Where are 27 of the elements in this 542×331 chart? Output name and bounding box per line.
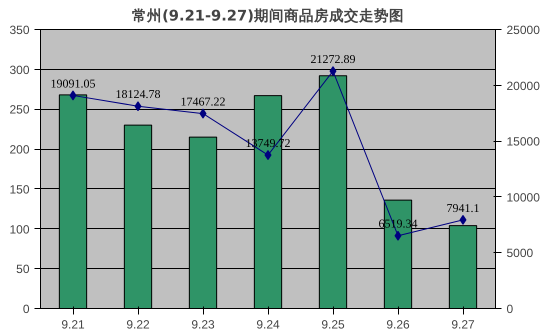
y-tick-label: 250 [9, 102, 30, 117]
y-tick-label: 100 [9, 222, 30, 236]
x-tick-label: 9.25 [321, 318, 346, 331]
y-tick-label: 300 [9, 62, 30, 77]
y-tick-label: 350 [9, 23, 30, 37]
y2-tick-label: 5000 [506, 246, 534, 260]
y2-tick-label: 15000 [506, 134, 540, 149]
data-label: 19091.05 [50, 76, 96, 90]
x-tick-label: 9.23 [191, 318, 216, 331]
data-label: 21272.89 [310, 52, 356, 66]
chart-title: 常州(9.21-9.27)期间商品房成交走势图 [132, 6, 404, 24]
x-tick-label: 9.26 [386, 318, 410, 331]
y-tick-label: 150 [9, 182, 30, 196]
data-label: 17467.22 [180, 94, 226, 109]
y-tick-label: 0 [22, 302, 30, 316]
x-tick-label: 9.22 [126, 318, 150, 331]
x-tick-label: 9.27 [451, 318, 476, 331]
x-tick-label: 9.21 [61, 318, 86, 331]
x-tick-label: 9.24 [256, 318, 280, 331]
y-tick-label: 200 [9, 142, 30, 157]
y-tick-label: 50 [16, 262, 30, 276]
data-label: 7941.1 [446, 200, 480, 215]
y2-tick-label: 25000 [506, 23, 540, 37]
y2-tick-label: 20000 [506, 78, 540, 93]
y2-tick-label: 0 [506, 302, 514, 316]
y2-tick-label: 10000 [506, 190, 540, 204]
data-label: 18124.78 [116, 87, 160, 102]
